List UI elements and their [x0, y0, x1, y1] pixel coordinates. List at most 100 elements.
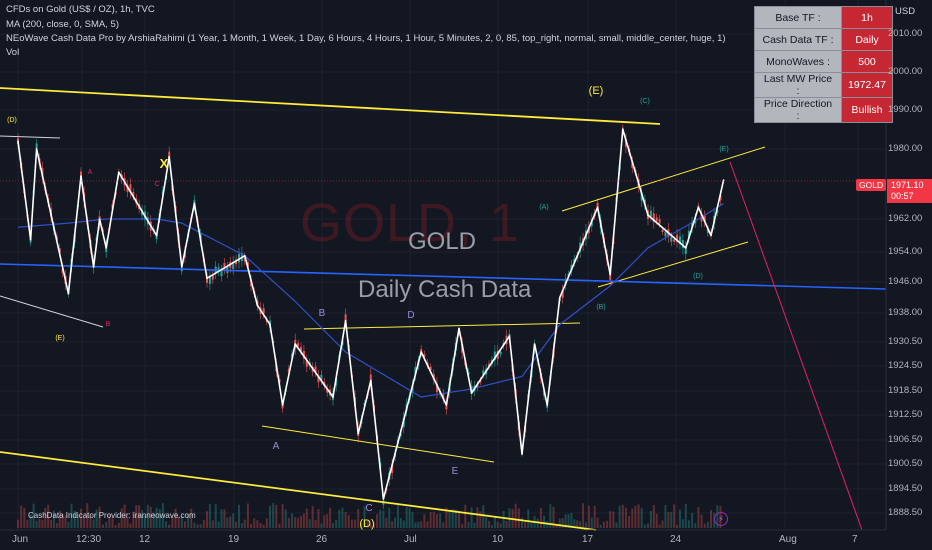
monowave-point [256, 304, 259, 307]
volume-bar [429, 512, 432, 528]
volume-bar [584, 522, 587, 528]
monowave-point [357, 432, 360, 435]
volume-bar [320, 523, 323, 528]
volume-bar [20, 505, 23, 528]
volume-bar [177, 516, 180, 528]
info-value: 1h [841, 6, 893, 29]
volume-bar [549, 504, 552, 528]
candle-body [302, 350, 305, 359]
candle-body [676, 234, 679, 242]
wave-label: (D) [693, 273, 703, 280]
info-value: Daily [841, 28, 893, 51]
volume-bar [505, 520, 508, 528]
volume-bar [587, 505, 590, 528]
candle-body [369, 374, 372, 384]
price-tick-label: 1954.00 [888, 246, 923, 257]
candlesticks [17, 124, 722, 509]
symbol-title[interactable]: CFDs on Gold (US$ / OZ), 1h, TVC [6, 4, 155, 15]
volume-bar [226, 517, 229, 528]
volume-bar [335, 519, 338, 528]
watermark-symbol-large: GOLD, 1 [300, 193, 521, 253]
volume-bar [243, 519, 246, 528]
volume-bar [146, 504, 149, 528]
trendline [0, 135, 61, 139]
wave-label: (E) [719, 146, 728, 153]
candle-body [220, 269, 223, 277]
watermark-symbol: GOLD [408, 228, 477, 255]
time-tick-label: 10 [492, 534, 504, 545]
watermark-subtitle: Daily Cash Data [358, 276, 532, 303]
monowave-point [168, 155, 170, 158]
volume-bar [621, 504, 624, 528]
price-tick-label: 1938.00 [888, 307, 923, 318]
volume-bar [190, 508, 193, 528]
volume-bar [278, 523, 281, 528]
trendlines [0, 87, 887, 531]
volume-bar [350, 519, 353, 528]
volume-bar [582, 503, 585, 528]
monowave-point [17, 140, 19, 142]
volume-bar [297, 517, 300, 528]
monowave-point [722, 179, 725, 181]
volume-bar [360, 522, 363, 528]
volume-bar [235, 521, 238, 528]
trendline [0, 295, 104, 328]
monowave-point [634, 171, 637, 174]
volume-bar [628, 515, 631, 528]
price-tick-label: 1888.50 [888, 507, 923, 518]
volume-bar [458, 510, 460, 528]
volume-bar [697, 507, 700, 528]
neowave-indicator-label[interactable]: NEoWave Cash Data Pro by ArshiaRahimi (1… [6, 33, 726, 44]
candle-body [129, 184, 132, 193]
monowave-point [35, 148, 38, 150]
volume-bar [220, 509, 223, 528]
monowave-point [685, 247, 687, 249]
volume-bar [490, 524, 493, 528]
ma-indicator-label[interactable]: MA (200, close, 0, SMA, 5) [6, 19, 119, 30]
monowave-point [281, 404, 284, 406]
candle-body [429, 366, 432, 371]
moving-average-line [17, 202, 724, 398]
monowave-point [98, 218, 101, 220]
volume-bar [521, 517, 523, 528]
volume-bar [451, 509, 454, 528]
volume-bar [111, 518, 114, 528]
monowave-point [118, 171, 120, 174]
volume-bar [391, 521, 394, 528]
volume-bar [576, 520, 579, 528]
time-tick-label: 12:30 [76, 534, 102, 545]
volume-bar [448, 510, 451, 528]
lightning-icon[interactable]: ⚡ [714, 512, 728, 526]
trendline [0, 451, 597, 531]
wave-label: D [407, 310, 414, 321]
candle-body [281, 403, 284, 409]
monowave-point [382, 498, 385, 500]
volume-bar [80, 508, 82, 528]
candle-body [35, 143, 38, 149]
monowave-point [344, 319, 347, 322]
wave-label: E [452, 466, 459, 477]
time-tick-label: 7 [852, 534, 858, 545]
candle-body [655, 217, 658, 222]
volume-bar [132, 511, 135, 528]
time-tick-label: Jun [12, 534, 29, 545]
volume-bar [647, 523, 649, 528]
bar-countdown: 00:57 [891, 191, 914, 201]
candle-body [609, 271, 612, 280]
volume-indicator-label[interactable]: Vol [6, 47, 20, 58]
volume-bar [232, 513, 235, 528]
volume-bar [61, 514, 64, 528]
volume-bar [593, 505, 596, 528]
wave-label: C [154, 181, 159, 188]
volume-bar [64, 515, 67, 528]
volume-bar [536, 518, 539, 528]
volume-bar [411, 511, 414, 528]
currency-label[interactable]: USD [895, 6, 916, 17]
candle-body [399, 433, 402, 436]
monowave-point [370, 379, 372, 382]
monowave-point [596, 206, 599, 209]
price-tick-label: 2000.00 [888, 66, 923, 77]
volume-bar [211, 520, 214, 528]
monowave-point [181, 266, 183, 268]
